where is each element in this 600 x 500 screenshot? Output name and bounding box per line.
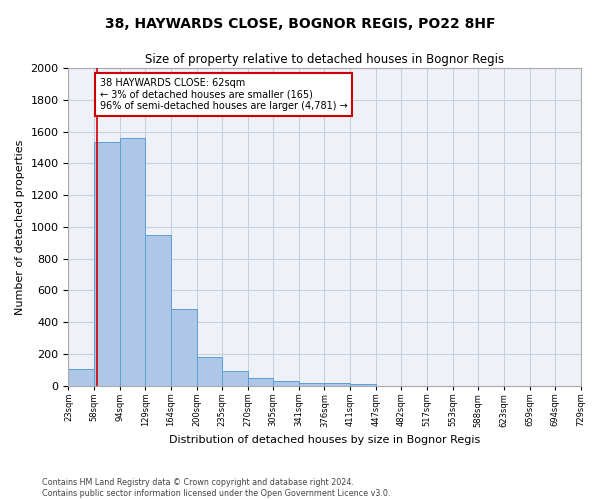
Text: Contains HM Land Registry data © Crown copyright and database right 2024.
Contai: Contains HM Land Registry data © Crown c… bbox=[42, 478, 391, 498]
Bar bbox=[94, 142, 120, 386]
Bar bbox=[68, 369, 94, 386]
Text: 38, HAYWARDS CLOSE, BOGNOR REGIS, PO22 8HF: 38, HAYWARDS CLOSE, BOGNOR REGIS, PO22 8… bbox=[105, 18, 495, 32]
Bar bbox=[222, 371, 248, 386]
Bar bbox=[325, 384, 350, 386]
Title: Size of property relative to detached houses in Bognor Regis: Size of property relative to detached ho… bbox=[145, 52, 504, 66]
Text: 38 HAYWARDS CLOSE: 62sqm
← 3% of detached houses are smaller (165)
96% of semi-d: 38 HAYWARDS CLOSE: 62sqm ← 3% of detache… bbox=[100, 78, 347, 111]
Bar bbox=[145, 235, 170, 386]
Bar bbox=[197, 357, 222, 386]
Bar bbox=[299, 382, 325, 386]
Bar bbox=[170, 308, 197, 386]
Bar bbox=[120, 138, 145, 386]
Bar bbox=[273, 381, 299, 386]
Bar bbox=[350, 384, 376, 386]
Y-axis label: Number of detached properties: Number of detached properties bbox=[15, 139, 25, 314]
Bar bbox=[248, 378, 273, 386]
X-axis label: Distribution of detached houses by size in Bognor Regis: Distribution of detached houses by size … bbox=[169, 435, 480, 445]
